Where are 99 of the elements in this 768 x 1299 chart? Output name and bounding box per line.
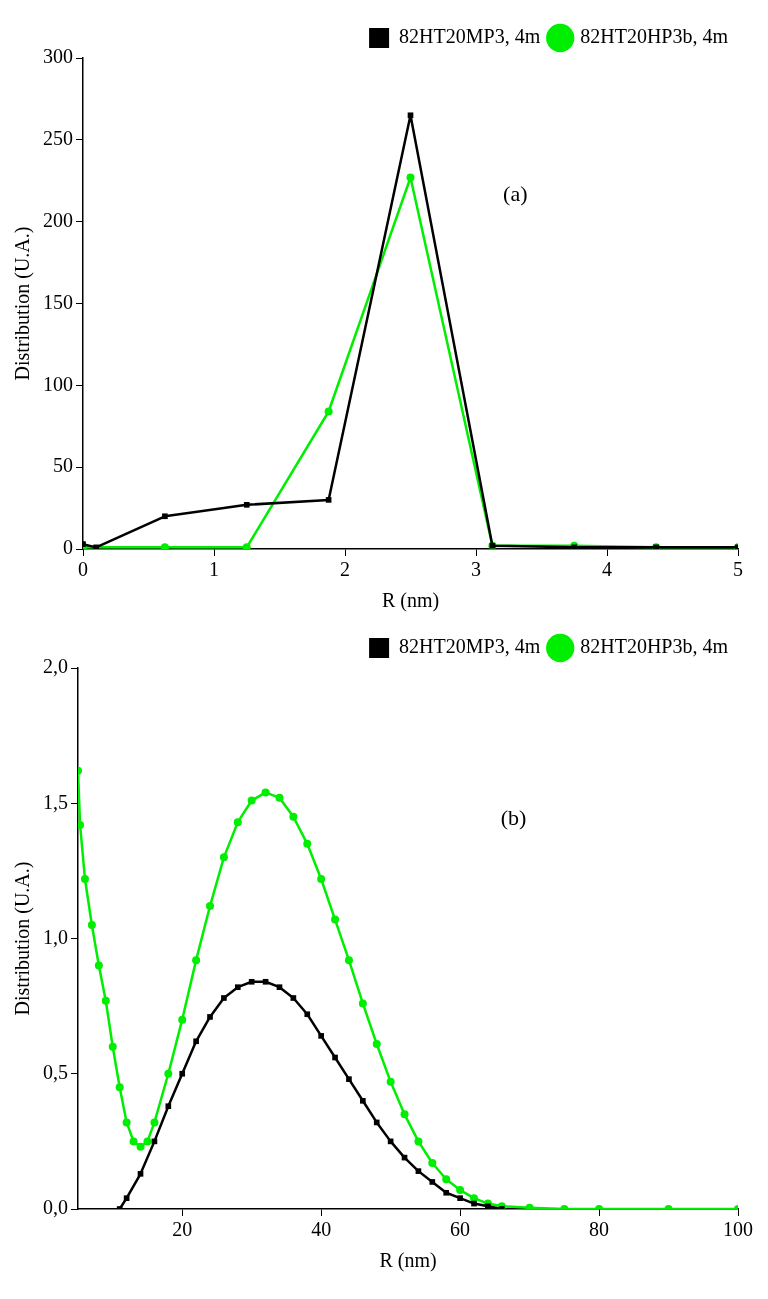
point xyxy=(443,1189,450,1196)
y-tick-label: 2,0 xyxy=(43,655,68,678)
x-tick-label: 40 xyxy=(311,1218,332,1241)
point xyxy=(178,1015,187,1024)
point xyxy=(358,999,367,1008)
point xyxy=(470,1194,478,1203)
point xyxy=(193,1038,199,1045)
point xyxy=(94,961,103,970)
point xyxy=(442,1175,451,1184)
point xyxy=(428,1159,437,1168)
point xyxy=(290,995,297,1001)
point xyxy=(471,1200,477,1207)
y-tick-label: 1,5 xyxy=(43,790,68,813)
point xyxy=(93,544,99,549)
point xyxy=(80,874,89,883)
point xyxy=(143,1137,152,1146)
point xyxy=(137,1171,144,1177)
point xyxy=(261,788,270,797)
point xyxy=(331,915,340,924)
legend-label: 82HT20HP3b, 4m xyxy=(580,635,729,658)
point xyxy=(318,1033,324,1039)
point xyxy=(207,1014,213,1020)
annotation: (a) xyxy=(503,181,528,207)
point xyxy=(192,956,201,965)
point xyxy=(373,1119,380,1126)
legend-label: 82HT20MP3, 4m xyxy=(399,25,541,48)
point xyxy=(415,1168,422,1174)
point xyxy=(360,1097,366,1104)
x-tick-label: 60 xyxy=(450,1218,471,1241)
point xyxy=(123,1195,130,1202)
legend-label: 82HT20HP3b, 4m xyxy=(580,25,729,48)
point xyxy=(150,1118,159,1127)
point xyxy=(234,984,241,991)
point xyxy=(407,112,414,119)
x-tick-label: 1 xyxy=(209,558,219,581)
point xyxy=(247,796,256,805)
point xyxy=(372,1039,381,1048)
y-tick-label: 0,5 xyxy=(43,1061,68,1083)
point xyxy=(406,173,415,182)
point xyxy=(164,1069,173,1078)
x-tick-label: 2 xyxy=(340,558,350,581)
x-tick-label: 0 xyxy=(78,558,88,581)
y-tick-label: 1,0 xyxy=(43,925,68,948)
point xyxy=(262,978,269,985)
y-axis-title: Distribution (U.A.) xyxy=(11,861,35,1016)
y-tick-label: 0 xyxy=(63,536,73,559)
point xyxy=(485,1203,491,1209)
point xyxy=(87,920,96,929)
point xyxy=(332,1054,338,1061)
point xyxy=(233,818,242,827)
point xyxy=(324,407,333,416)
annotation: (b) xyxy=(500,805,527,831)
point xyxy=(429,1179,436,1185)
point xyxy=(136,1142,145,1151)
point xyxy=(129,1137,138,1146)
x-tick-label: 100 xyxy=(723,1218,753,1241)
point xyxy=(303,839,312,848)
point xyxy=(346,1076,352,1082)
x-tick-label: 4 xyxy=(602,558,612,581)
point xyxy=(457,1195,463,1202)
point xyxy=(317,874,326,883)
point xyxy=(101,996,110,1005)
point xyxy=(456,1186,465,1195)
point xyxy=(400,1110,409,1119)
point xyxy=(115,1083,124,1092)
point xyxy=(248,978,255,985)
y-tick-label: 150 xyxy=(43,290,73,313)
point xyxy=(122,1118,131,1127)
point xyxy=(243,501,250,508)
x-tick-label: 80 xyxy=(589,1218,610,1241)
point xyxy=(275,793,284,802)
point xyxy=(325,497,332,503)
y-axis-title: Distribution (U.A.) xyxy=(11,226,35,381)
point xyxy=(344,956,353,965)
point xyxy=(276,984,283,991)
x-axis-title: R (nm) xyxy=(379,1249,437,1273)
point xyxy=(221,995,227,1001)
y-tick-label: 250 xyxy=(43,127,73,150)
y-tick-label: 100 xyxy=(43,372,73,395)
point xyxy=(289,812,298,821)
x-tick-label: 20 xyxy=(172,1218,193,1241)
point xyxy=(165,1103,172,1110)
y-tick-label: 300 xyxy=(43,45,73,68)
point xyxy=(206,902,214,911)
legend-label: 82HT20MP3, 4m xyxy=(399,635,541,658)
point xyxy=(386,1077,395,1086)
x-tick-label: 5 xyxy=(733,558,743,581)
y-tick-label: 200 xyxy=(43,208,73,231)
point xyxy=(162,513,168,520)
y-tick-label: 50 xyxy=(53,454,73,477)
point xyxy=(78,820,85,829)
point xyxy=(304,1011,311,1018)
point xyxy=(414,1137,423,1146)
y-tick-label: 0,0 xyxy=(43,1196,68,1219)
point xyxy=(108,1042,117,1051)
point xyxy=(219,853,228,862)
point xyxy=(179,1070,186,1077)
x-axis-title: R (nm) xyxy=(381,589,440,613)
x-tick-label: 3 xyxy=(471,558,481,581)
